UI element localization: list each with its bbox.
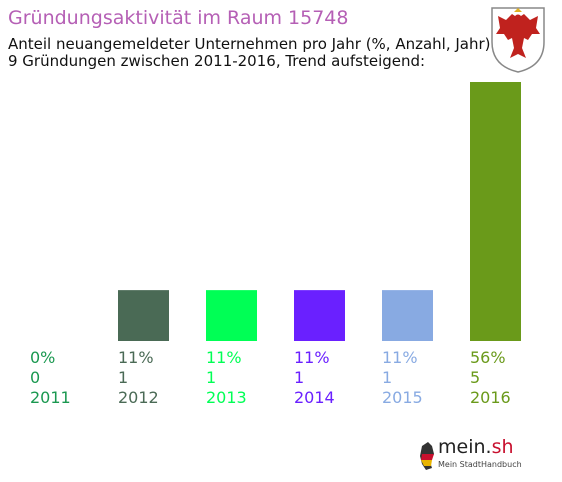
bar-2012	[118, 290, 169, 341]
year-label: 2011	[30, 388, 71, 407]
logo-name: mein.	[438, 436, 492, 458]
percent-label: 11%	[206, 348, 242, 367]
count-label: 5	[470, 368, 481, 387]
brandenburg-eagle-crest-icon	[491, 7, 545, 73]
label-group-2016: 56% 5 2016	[470, 348, 560, 408]
percent-label: 11%	[118, 348, 154, 367]
label-group-2014: 11% 1 2014	[294, 348, 384, 408]
percent-label: 11%	[294, 348, 330, 367]
logo-tagline: Mein StadtHandbuch	[438, 460, 522, 469]
year-label: 2014	[294, 388, 335, 407]
count-label: 0	[30, 368, 41, 387]
chart-subtitle: Anteil neuangemeldeter Unternehmen pro J…	[8, 36, 491, 70]
bar-2013	[206, 290, 257, 341]
percent-label: 0%	[30, 348, 56, 367]
label-group-2011: 0% 0 2011	[30, 348, 120, 408]
logo-wordmark: mein.sh	[438, 436, 514, 458]
percent-label: 56%	[470, 348, 506, 367]
bar-2016	[470, 82, 521, 341]
subtitle-line-1: Anteil neuangemeldeter Unternehmen pro J…	[8, 35, 491, 53]
logo-suffix: sh	[491, 436, 514, 458]
bar-2014	[294, 290, 345, 341]
year-label: 2016	[470, 388, 511, 407]
year-label: 2012	[118, 388, 159, 407]
bar-2015	[382, 290, 433, 341]
count-label: 1	[294, 368, 305, 387]
label-group-2015: 11% 1 2015	[382, 348, 472, 408]
count-label: 1	[118, 368, 129, 387]
chart-title: Gründungsaktivität im Raum 15748	[8, 7, 349, 29]
percent-label: 11%	[382, 348, 418, 367]
year-label: 2013	[206, 388, 247, 407]
label-group-2012: 11% 1 2012	[118, 348, 208, 408]
year-label: 2015	[382, 388, 423, 407]
count-label: 1	[382, 368, 393, 387]
subtitle-line-2: 9 Gründungen zwischen 2011-2016, Trend a…	[8, 52, 426, 70]
label-group-2013: 11% 1 2013	[206, 348, 296, 408]
count-label: 1	[206, 368, 217, 387]
germany-map-icon	[420, 442, 434, 470]
